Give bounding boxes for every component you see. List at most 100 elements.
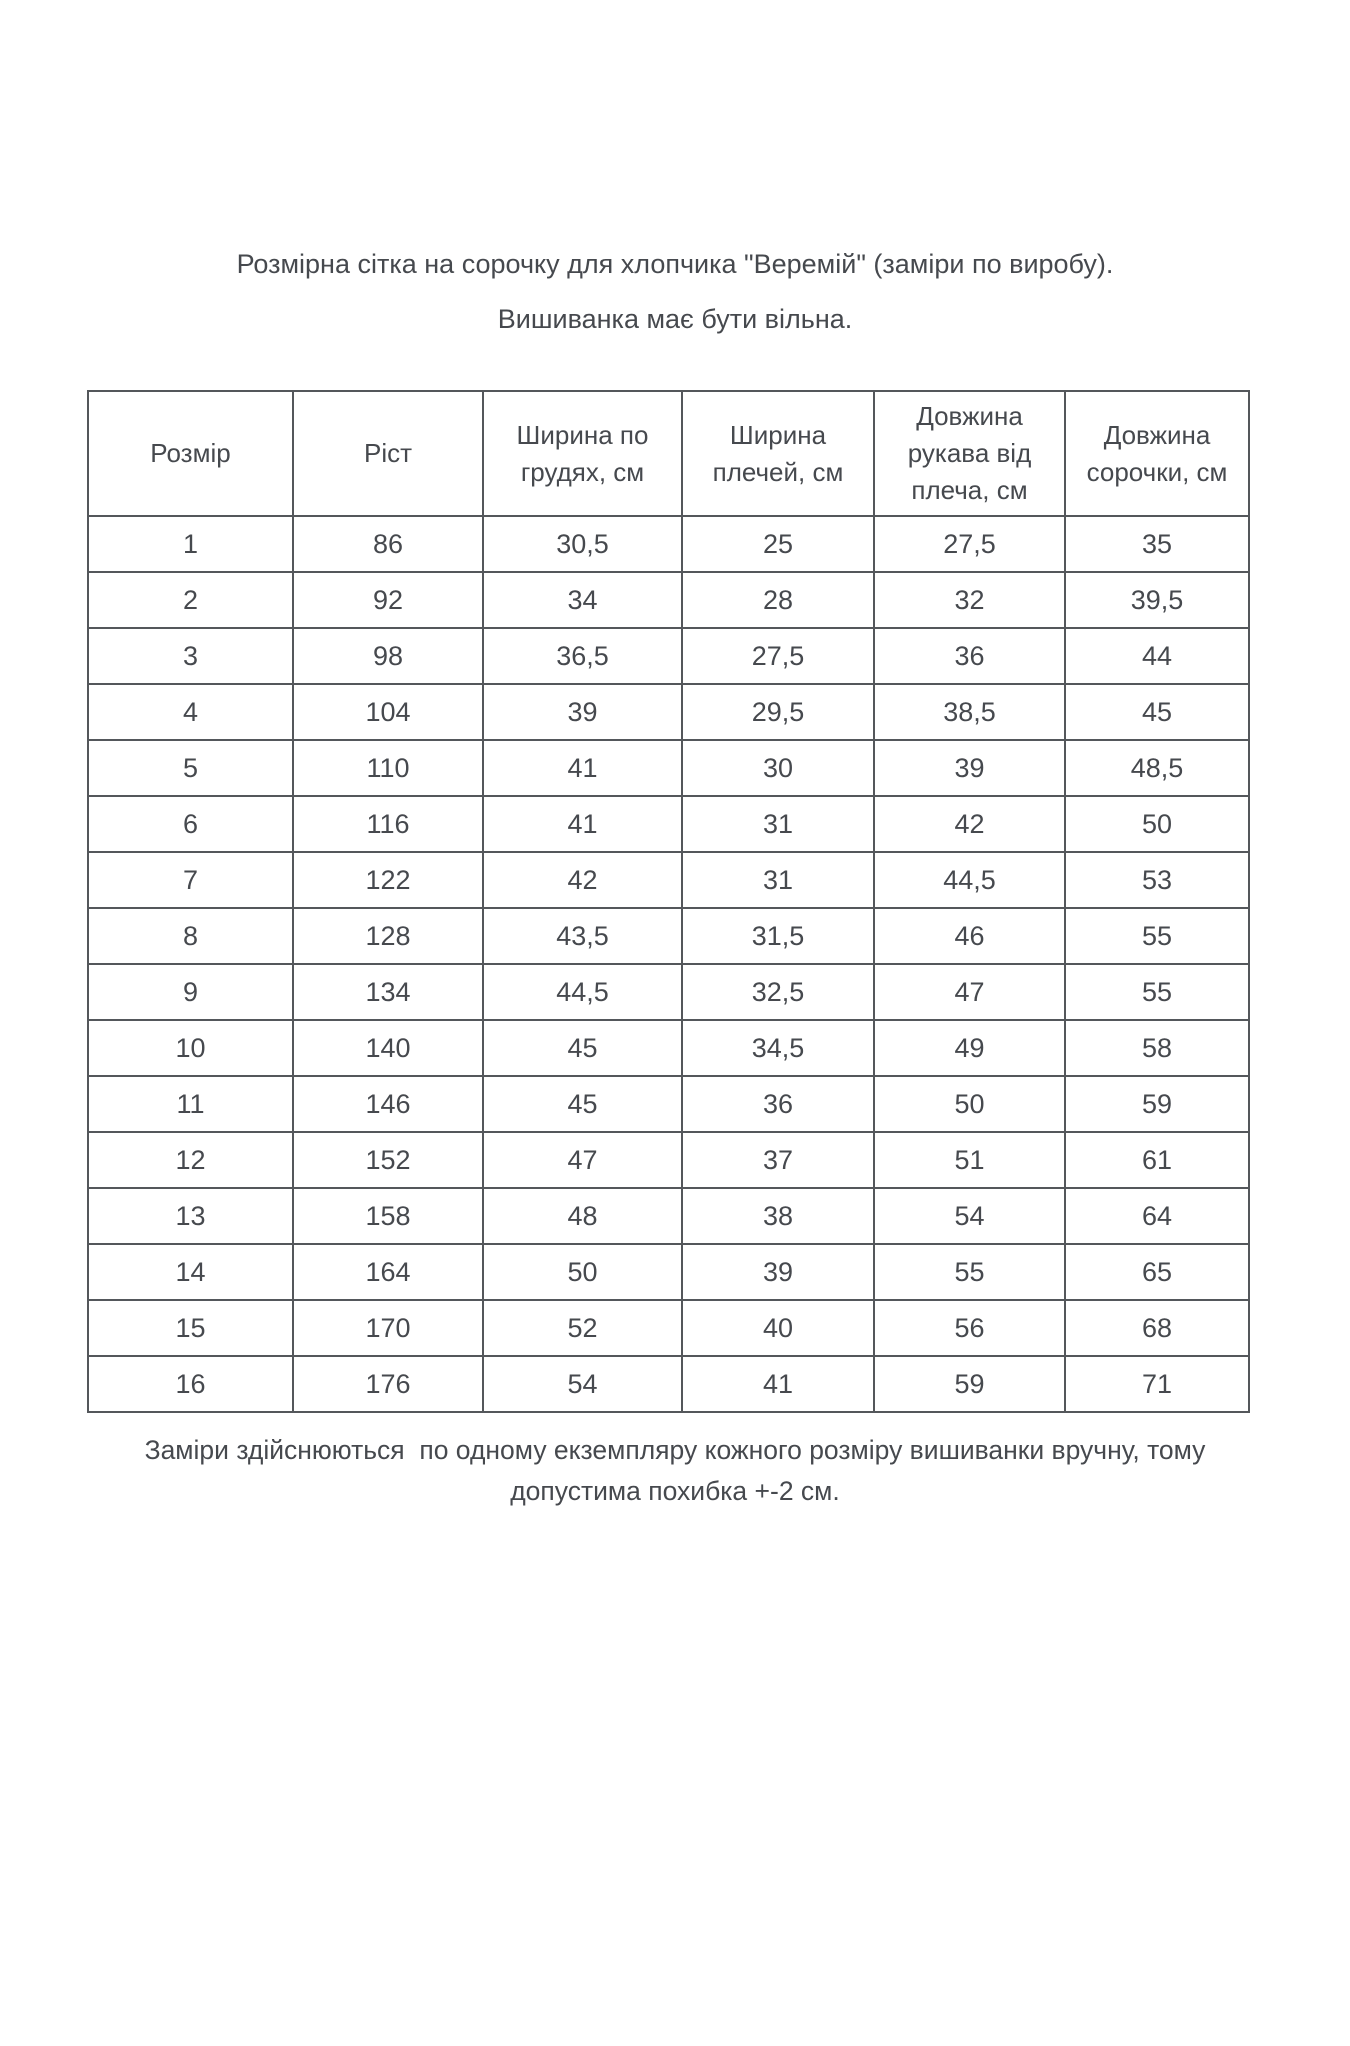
table-cell: 10 [87,1019,294,1077]
table-cell: 41 [681,1355,875,1413]
table-row: 8 128 43,5 31,5 46 55 [87,907,1250,965]
footer-note-line-2: допустима похибка +-2 см. [510,1476,840,1506]
table-cell: 34 [482,571,683,629]
table-cell: 40 [681,1299,875,1357]
table-cell: 51 [873,1131,1066,1189]
table-cell: 55 [873,1243,1066,1301]
table-cell: 13 [87,1187,294,1245]
header-cell-chest-width: Ширина по грудях, см [482,390,683,517]
table-cell: 30 [681,739,875,797]
table-row: 14 164 50 39 55 65 [87,1243,1250,1301]
table-cell: 47 [873,963,1066,1021]
table-cell: 46 [873,907,1066,965]
table-row: 10 140 45 34,5 49 58 [87,1019,1250,1077]
table-cell: 152 [292,1131,484,1189]
page-subtitle: Вишиванка має бути вільна. [497,304,853,334]
table-cell: 59 [1064,1075,1250,1133]
table-cell: 98 [292,627,484,685]
table-cell: 36 [873,627,1066,685]
page-title: Розмірна сітка на сорочку для хлопчика "… [236,249,1114,279]
table-cell: 146 [292,1075,484,1133]
table-cell: 45 [1064,683,1250,741]
table-cell: 158 [292,1187,484,1245]
table-cell: 59 [873,1355,1066,1413]
table-cell: 110 [292,739,484,797]
table-cell: 28 [681,571,875,629]
table-row: 3 98 36,5 27,5 36 44 [87,627,1250,685]
table-cell: 42 [482,851,683,909]
table-cell: 25 [681,515,875,573]
table-cell: 71 [1064,1355,1250,1413]
table-cell: 56 [873,1299,1066,1357]
table-cell: 44,5 [873,851,1066,909]
table-cell: 41 [482,739,683,797]
table-cell: 45 [482,1019,683,1077]
table-row: 13 158 48 38 54 64 [87,1187,1250,1245]
table-cell: 3 [87,627,294,685]
table-cell: 11 [87,1075,294,1133]
table-row: 16 176 54 41 59 71 [87,1355,1250,1413]
table-cell: 38,5 [873,683,1066,741]
header-cell-sleeve-length: Довжина рукава від плеча, см [873,390,1066,517]
table-cell: 49 [873,1019,1066,1077]
table-cell: 47 [482,1131,683,1189]
table-cell: 31 [681,795,875,853]
table-cell: 39 [681,1243,875,1301]
table-cell: 140 [292,1019,484,1077]
table-cell: 39 [482,683,683,741]
table-cell: 55 [1064,963,1250,1021]
table-cell: 52 [482,1299,683,1357]
table-cell: 48,5 [1064,739,1250,797]
table-cell: 31 [681,851,875,909]
table-row: 1 86 30,5 25 27,5 35 [87,515,1250,573]
table-row: 2 92 34 28 32 39,5 [87,571,1250,629]
table-cell: 16 [87,1355,294,1413]
table-cell: 54 [482,1355,683,1413]
table-cell: 134 [292,963,484,1021]
table-cell: 42 [873,795,1066,853]
table-cell: 122 [292,851,484,909]
table-cell: 39 [873,739,1066,797]
size-chart-table: Розмір Ріст Ширина по грудях, см Ширина … [87,390,1250,1413]
table-cell: 92 [292,571,484,629]
table-cell: 38 [681,1187,875,1245]
table-cell: 54 [873,1187,1066,1245]
table-cell: 41 [482,795,683,853]
table-cell: 9 [87,963,294,1021]
table-cell: 50 [1064,795,1250,853]
header-cell-shirt-length: Довжина сорочки, см [1064,390,1250,517]
table-cell: 68 [1064,1299,1250,1357]
header-cell-shoulder-width: Ширина плечей, см [681,390,875,517]
table-cell: 164 [292,1243,484,1301]
table-row: 12 152 47 37 51 61 [87,1131,1250,1189]
table-cell: 58 [1064,1019,1250,1077]
table-cell: 36 [681,1075,875,1133]
table-cell: 35 [1064,515,1250,573]
table-cell: 43,5 [482,907,683,965]
table-cell: 1 [87,515,294,573]
table-cell: 176 [292,1355,484,1413]
table-cell: 170 [292,1299,484,1357]
table-cell: 14 [87,1243,294,1301]
table-cell: 64 [1064,1187,1250,1245]
table-cell: 48 [482,1187,683,1245]
table-header-row: Розмір Ріст Ширина по грудях, см Ширина … [87,390,1250,517]
title-block: Розмірна сітка на сорочку для хлопчика "… [0,246,1350,337]
table-cell: 44 [1064,627,1250,685]
table-cell: 44,5 [482,963,683,1021]
table-cell: 86 [292,515,484,573]
header-cell-height: Ріст [292,390,484,517]
table-cell: 31,5 [681,907,875,965]
table-cell: 27,5 [873,515,1066,573]
table-cell: 2 [87,571,294,629]
table-cell: 128 [292,907,484,965]
table-cell: 32,5 [681,963,875,1021]
table-row: 7 122 42 31 44,5 53 [87,851,1250,909]
footer-note-line-1: Заміри здійснюються по одному екземпляру… [144,1435,1206,1465]
table-row: 15 170 52 40 56 68 [87,1299,1250,1357]
table-cell: 6 [87,795,294,853]
table-cell: 27,5 [681,627,875,685]
header-cell-size: Розмір [87,390,294,517]
table-cell: 36,5 [482,627,683,685]
table-cell: 34,5 [681,1019,875,1077]
